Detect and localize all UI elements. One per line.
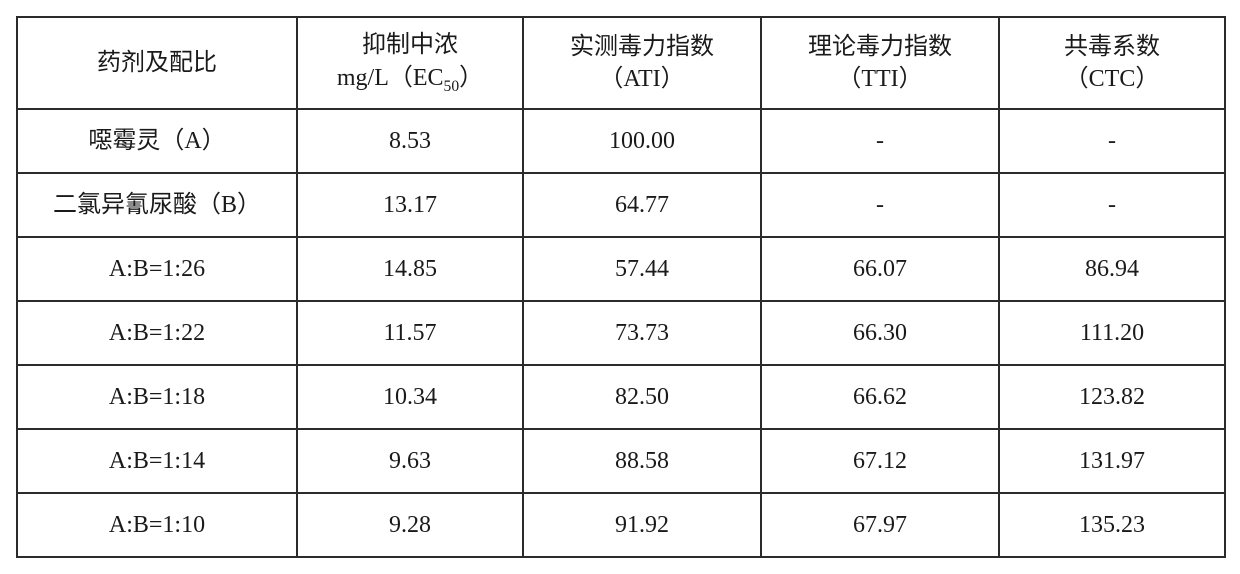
cell-ati: 73.73 <box>523 301 761 365</box>
header-line2: （ATI） <box>599 66 684 92</box>
cell-ctc: 135.23 <box>999 493 1225 557</box>
cell-ctc: 131.97 <box>999 429 1225 493</box>
col-header-ec50: 抑制中浓 mg/L（EC50） <box>297 17 523 109</box>
header-sub: 50 <box>444 78 460 95</box>
cell-ctc: 111.20 <box>999 301 1225 365</box>
cell-tti: 67.97 <box>761 493 999 557</box>
cell-agent: 噁霉灵（A） <box>17 109 297 173</box>
col-header-agent-ratio: 药剂及配比 <box>17 17 297 109</box>
cell-ctc: 86.94 <box>999 237 1225 301</box>
cell-ec50: 8.53 <box>297 109 523 173</box>
table-header-row: 药剂及配比 抑制中浓 mg/L（EC50） 实测毒力指数 （ATI） 理论毒力指… <box>17 17 1225 109</box>
toxicity-table-container: 药剂及配比 抑制中浓 mg/L（EC50） 实测毒力指数 （ATI） 理论毒力指… <box>16 16 1224 558</box>
cell-ctc: - <box>999 173 1225 237</box>
cell-agent: 二氯异氰尿酸（B） <box>17 173 297 237</box>
cell-ec50: 9.63 <box>297 429 523 493</box>
table-row: A:B=1:14 9.63 88.58 67.12 131.97 <box>17 429 1225 493</box>
header-line2: （CTC） <box>1065 66 1160 92</box>
header-line2-prefix: mg/L（EC <box>337 65 444 91</box>
cell-ec50: 11.57 <box>297 301 523 365</box>
cell-ctc: 123.82 <box>999 365 1225 429</box>
cell-ati: 88.58 <box>523 429 761 493</box>
header-line2-suffix: ） <box>459 65 483 91</box>
cell-tti: - <box>761 173 999 237</box>
col-header-ctc: 共毒系数 （CTC） <box>999 17 1225 109</box>
cell-tti: - <box>761 109 999 173</box>
cell-ati: 82.50 <box>523 365 761 429</box>
table-row: 二氯异氰尿酸（B） 13.17 64.77 - - <box>17 173 1225 237</box>
header-text: 药剂及配比 <box>97 50 217 76</box>
header-line1: 抑制中浓 <box>362 32 458 58</box>
cell-ati: 100.00 <box>523 109 761 173</box>
cell-ati: 64.77 <box>523 173 761 237</box>
toxicity-table: 药剂及配比 抑制中浓 mg/L（EC50） 实测毒力指数 （ATI） 理论毒力指… <box>16 16 1226 558</box>
table-row: A:B=1:18 10.34 82.50 66.62 123.82 <box>17 365 1225 429</box>
cell-tti: 66.62 <box>761 365 999 429</box>
cell-ec50: 9.28 <box>297 493 523 557</box>
header-line1: 理论毒力指数 <box>808 34 952 60</box>
cell-agent: A:B=1:22 <box>17 301 297 365</box>
cell-ctc: - <box>999 109 1225 173</box>
cell-ec50: 10.34 <box>297 365 523 429</box>
cell-ati: 57.44 <box>523 237 761 301</box>
header-line2: （TTI） <box>837 66 922 92</box>
cell-tti: 66.30 <box>761 301 999 365</box>
cell-tti: 66.07 <box>761 237 999 301</box>
cell-ati: 91.92 <box>523 493 761 557</box>
table-row: 噁霉灵（A） 8.53 100.00 - - <box>17 109 1225 173</box>
table-row: A:B=1:26 14.85 57.44 66.07 86.94 <box>17 237 1225 301</box>
col-header-tti: 理论毒力指数 （TTI） <box>761 17 999 109</box>
cell-ec50: 13.17 <box>297 173 523 237</box>
cell-ec50: 14.85 <box>297 237 523 301</box>
header-line1: 共毒系数 <box>1064 34 1160 60</box>
cell-agent: A:B=1:26 <box>17 237 297 301</box>
col-header-ati: 实测毒力指数 （ATI） <box>523 17 761 109</box>
table-row: A:B=1:10 9.28 91.92 67.97 135.23 <box>17 493 1225 557</box>
header-line1: 实测毒力指数 <box>570 34 714 60</box>
cell-agent: A:B=1:14 <box>17 429 297 493</box>
cell-tti: 67.12 <box>761 429 999 493</box>
cell-agent: A:B=1:18 <box>17 365 297 429</box>
table-row: A:B=1:22 11.57 73.73 66.30 111.20 <box>17 301 1225 365</box>
cell-agent: A:B=1:10 <box>17 493 297 557</box>
